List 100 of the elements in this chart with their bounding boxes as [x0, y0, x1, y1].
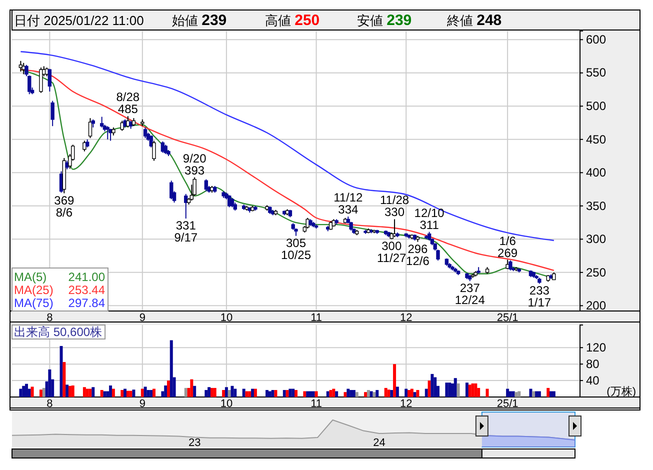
bar: [224, 387, 228, 397]
bar: [170, 340, 173, 397]
annotation: 296 12/6: [406, 242, 430, 268]
candlestick: [48, 68, 52, 92]
candlestick: [126, 116, 130, 128]
x-tick-label: 8: [46, 398, 53, 410]
candlestick: [152, 140, 156, 162]
y-tick-label: 80: [586, 356, 600, 371]
bar: [213, 388, 216, 397]
y-tick-label: 250: [586, 265, 606, 280]
bar: [210, 388, 214, 397]
y-tick-label: 120: [586, 340, 606, 354]
x-tick-label: 11: [310, 398, 322, 410]
candlestick: [508, 260, 512, 271]
candlestick: [306, 217, 310, 230]
bar: [546, 388, 550, 397]
bar: [468, 384, 472, 397]
bar: [222, 390, 226, 397]
x-tick-label: 8: [46, 312, 53, 324]
y-tick-label: 600: [586, 32, 606, 46]
bar: [184, 388, 188, 397]
bar: [326, 391, 330, 397]
y-tick-label: 350: [586, 198, 606, 213]
chart-title: 出来高 50,600株: [14, 325, 102, 339]
bar: [364, 392, 368, 397]
bar: [42, 388, 46, 397]
bar: [288, 388, 292, 397]
candlestick: [170, 180, 174, 200]
bar: [454, 378, 457, 397]
x-tick-label: 9: [139, 312, 146, 324]
y-tick-label: 40: [586, 373, 600, 388]
bar: [538, 391, 541, 397]
bar: [529, 388, 532, 397]
text: MA(5) 241.00: [14, 270, 105, 284]
bar: [39, 390, 42, 397]
bar: [152, 388, 156, 397]
bar: [234, 388, 237, 397]
bar: [71, 385, 74, 397]
bar: [314, 391, 318, 397]
bar: [424, 388, 428, 397]
bar: [208, 387, 211, 397]
y-tick-label: 200: [586, 298, 606, 313]
x-tick-label: 9: [139, 398, 146, 410]
bar: [230, 386, 234, 397]
annotation: 369 8/6: [54, 193, 74, 220]
bar: [245, 391, 248, 397]
candlestick: [50, 100, 54, 127]
bar: [416, 390, 420, 397]
x-tick-label: 10: [220, 398, 233, 410]
bar: [164, 385, 168, 397]
x-tick-label: 25/1: [496, 312, 518, 324]
x-tick-label: 12: [400, 398, 412, 410]
bar: [532, 391, 536, 397]
bar: [193, 386, 196, 397]
x-tick-label: 11: [310, 312, 322, 324]
candlestick: [39, 67, 43, 94]
bar: [486, 388, 489, 397]
x-tick-label: 25/1: [496, 398, 518, 410]
bar: [396, 386, 399, 397]
candlestick: [230, 197, 234, 208]
bar: [393, 364, 396, 397]
annotation: 237 12/24: [454, 281, 486, 308]
annotation: 305 10/25: [280, 236, 312, 262]
bar: [66, 384, 69, 397]
bar: [126, 390, 130, 397]
text: 高値 250: [265, 12, 320, 29]
bar: [352, 390, 356, 397]
bar: [514, 392, 518, 397]
bar: [434, 377, 437, 397]
candlestick: [192, 176, 196, 196]
bar: [390, 390, 394, 397]
bar: [465, 382, 468, 397]
bar: [355, 392, 358, 397]
bar: [292, 388, 295, 397]
y-axis-title: (万株): [606, 385, 636, 398]
bar: [550, 391, 553, 397]
bar: [366, 390, 370, 397]
annotation: 233 1/17: [528, 284, 552, 310]
bar: [254, 388, 257, 397]
annotation: 12/10 311: [414, 206, 445, 232]
annotation: 9/20 393: [182, 151, 207, 178]
bar: [68, 386, 72, 397]
bar: [251, 388, 254, 397]
bar: [146, 390, 150, 397]
bar: [166, 380, 170, 397]
bar: [88, 388, 92, 397]
bar: [474, 383, 478, 397]
candlestick: [143, 126, 148, 139]
bar: [82, 387, 86, 397]
bar: [132, 390, 136, 397]
text: 安値 239: [357, 12, 412, 29]
bar: [103, 391, 106, 397]
bar: [266, 390, 269, 397]
bar: [410, 388, 414, 397]
chart-title: 日付 2025/01/22 11:00: [14, 13, 144, 28]
x-tick-label: 10: [220, 312, 233, 324]
annotation: 1/6 269: [498, 234, 518, 260]
bar: [477, 388, 480, 397]
bar: [30, 386, 34, 397]
bar: [109, 385, 112, 397]
